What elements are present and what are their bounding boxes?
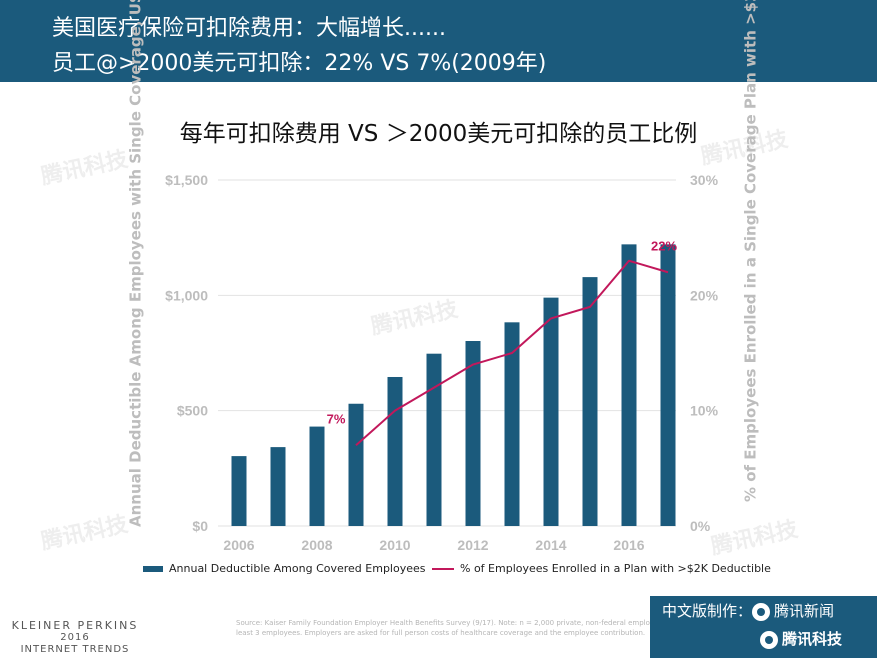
bar	[621, 244, 637, 526]
header-title-line-2: 员工@>2000美元可扣除：22% VS 7%(2009年)	[52, 51, 547, 76]
tencent-logo-icon	[752, 602, 771, 621]
x-tick-label: 2012	[457, 537, 488, 553]
bar	[231, 456, 247, 526]
y-tick-left: $500	[177, 403, 208, 419]
bar	[387, 376, 403, 526]
bar	[660, 244, 676, 526]
y-tick-right: 10%	[690, 403, 719, 419]
legend-swatch-line	[432, 568, 454, 570]
y-axis-right-title: % of Employees Enrolled in a Single Cove…	[741, 0, 760, 502]
y-tick-left: $1,500	[165, 172, 208, 188]
x-tick-label: 2014	[535, 537, 566, 553]
data-label: 7%	[327, 411, 346, 426]
y-tick-left: $0	[192, 518, 208, 534]
credit-box: 中文版制作： 腾讯新闻 腾讯科技	[650, 596, 877, 658]
x-tick-label: 2016	[613, 537, 644, 553]
x-tick-label: 2006	[223, 537, 254, 553]
tencent-logo-icon	[760, 630, 778, 649]
credit-tech: 腾讯科技	[782, 630, 843, 648]
chart-title: 每年可扣除费用 VS ＞2000美元可扣除的员工比例	[179, 121, 698, 147]
legend-item-line: % of Employees Enrolled in a Plan with >…	[432, 562, 771, 575]
credit-row-news: 中文版制作： 腾讯新闻	[662, 600, 834, 621]
kp-logo: KLEINER PERKINS 2016 INTERNET TRENDS	[10, 620, 140, 656]
bar	[465, 341, 481, 526]
bar	[582, 277, 598, 526]
kp-year: 2016	[60, 632, 90, 643]
credit-label: 中文版制作：	[662, 602, 753, 620]
x-tick-label: 2010	[379, 537, 410, 553]
y-tick-right: 30%	[690, 172, 719, 188]
kp-name: KLEINER PERKINS	[11, 619, 139, 632]
bar	[426, 353, 442, 526]
source-note: Source: Kaiser Family Foundation Employe…	[236, 619, 692, 637]
data-label: 22%	[651, 238, 677, 253]
legend-swatch-bar	[143, 566, 163, 572]
legend-label-line: % of Employees Enrolled in a Plan with >…	[460, 562, 771, 575]
chart-canvas: $0 0% $500 10% $1,000 20% $1,500 30% 2006 2008 201…	[165, 172, 719, 553]
bar	[348, 403, 364, 526]
bar	[270, 447, 286, 526]
y-tick-right: 20%	[690, 287, 719, 303]
kp-report: INTERNET TRENDS	[20, 644, 130, 655]
y-tick-left: $1,000	[165, 287, 208, 303]
bar	[504, 322, 520, 526]
credit-row-tech: 腾讯科技	[760, 628, 842, 649]
header-title-line-1: 美国医疗保险可扣除费用：大幅增长......	[52, 16, 446, 41]
x-tick-label: 2008	[301, 537, 332, 553]
y-tick-right: 0%	[690, 518, 711, 534]
legend-item-bars: Annual Deductible Among Covered Employee…	[143, 562, 426, 575]
legend-label-bars: Annual Deductible Among Covered Employee…	[169, 562, 426, 575]
slide-header: 美国医疗保险可扣除费用：大幅增长...... 员工@>2000美元可扣除：22%…	[0, 0, 877, 82]
bar	[309, 426, 325, 526]
credit-news: 腾讯新闻	[774, 602, 835, 620]
bar	[543, 297, 559, 526]
y-axis-left-title: Annual Deductible Among Employees with S…	[126, 0, 145, 527]
